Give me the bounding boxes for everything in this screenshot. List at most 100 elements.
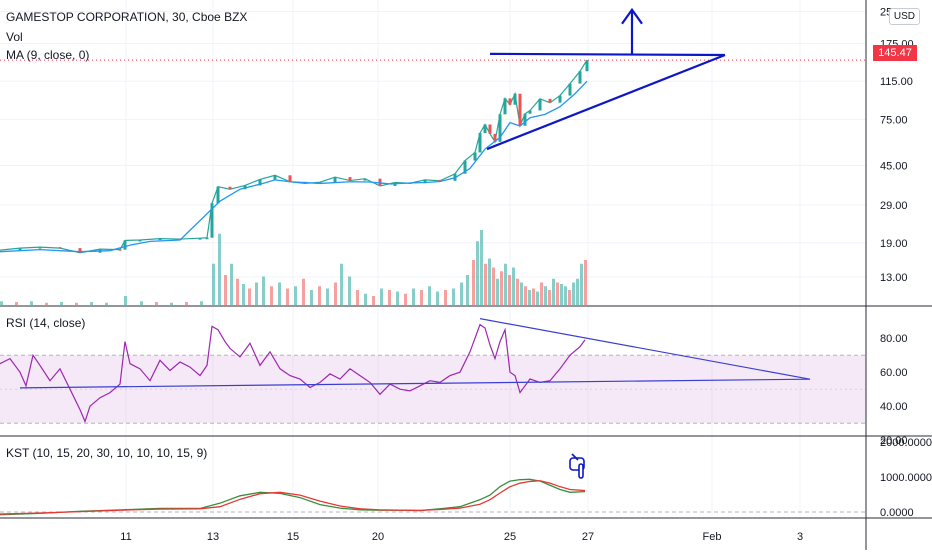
volume-bar	[524, 286, 527, 305]
price-axis-tick-label: 13.00	[880, 272, 908, 284]
rsi-axis-tick-label: 40.00	[880, 401, 908, 413]
price-candle	[198, 238, 202, 240]
volume-bar	[278, 282, 281, 305]
price-axis-tick-label: 115.00	[880, 76, 913, 88]
volume-bar	[262, 276, 265, 305]
volume-bar	[340, 263, 343, 305]
volume-bar	[224, 275, 227, 305]
price-candle	[58, 247, 62, 249]
price-candle	[518, 93, 522, 126]
price-candle	[363, 178, 367, 181]
price-candle	[578, 71, 582, 84]
kst-line-signal	[0, 480, 586, 515]
volume-bar	[90, 302, 93, 305]
volume-bar	[218, 233, 221, 305]
price-axis-tick-label: 45.00	[880, 160, 908, 172]
volume-bar	[286, 288, 289, 305]
kst-axis-tick-label: 0.0000	[880, 507, 914, 519]
currency-selector[interactable]: USD	[888, 8, 920, 25]
volume-bar	[476, 241, 479, 305]
price-candle	[78, 248, 82, 253]
ma-legend: MA (9, close, 0)	[6, 48, 90, 62]
volume-bar	[30, 301, 33, 305]
volume-bar	[472, 260, 475, 305]
volume-bar	[444, 290, 447, 305]
rsi-axis-tick-label: 20.00	[880, 435, 908, 447]
volume-bar	[356, 290, 359, 305]
rsi-trendline-lower	[19, 378, 811, 389]
trendline-resistance	[489, 52, 726, 57]
price-candle	[463, 160, 467, 174]
volume-bar	[248, 288, 251, 305]
volume-bar	[580, 263, 583, 305]
volume-bar	[310, 290, 313, 305]
volume-bar	[572, 282, 575, 305]
price-axis-tick-label: 19.00	[880, 238, 908, 250]
volume-bar	[60, 302, 63, 305]
price-candle	[508, 98, 512, 105]
volume-bar	[75, 302, 78, 305]
price-candle	[378, 178, 382, 186]
volume-bar	[380, 288, 383, 305]
price-candle	[568, 83, 572, 96]
last-price-label: 145.47	[873, 45, 917, 61]
price-candle	[158, 238, 162, 241]
pointing-hand-icon	[569, 453, 585, 479]
kst-axis-tick-label: 1000.0000	[880, 472, 932, 484]
x-axis-tick-label: 27	[582, 531, 594, 543]
price-candle	[498, 114, 502, 142]
volume-bar	[548, 290, 551, 305]
x-axis-tick-label: 15	[287, 531, 299, 543]
volume-bar	[185, 302, 188, 305]
volume-bar	[564, 286, 567, 305]
price-candle	[488, 124, 492, 134]
volume-bar	[532, 288, 535, 305]
price-candle	[478, 133, 482, 153]
volume-bar	[255, 282, 258, 305]
volume-bar	[388, 290, 391, 305]
volume-bar	[364, 293, 367, 305]
volume-bar	[140, 301, 143, 305]
price-candle	[348, 177, 352, 181]
price-candle	[483, 124, 487, 134]
price-candle	[438, 179, 442, 182]
volume-bar	[568, 290, 571, 305]
volume-bar	[270, 286, 273, 305]
x-axis-tick-label: 25	[504, 531, 516, 543]
volume-bar	[348, 276, 351, 305]
kst-legend: KST (10, 15, 20, 30, 10, 10, 10, 15, 9)	[6, 446, 208, 460]
rsi-trendline-upper	[479, 318, 811, 380]
price-candle	[273, 175, 277, 180]
volume-bar	[212, 263, 215, 305]
price-candle	[548, 98, 552, 103]
volume-bar	[508, 275, 511, 305]
rsi-axis-tick-label: 80.00	[880, 333, 908, 345]
volume-bar	[560, 284, 563, 305]
rsi-legend: RSI (14, close)	[6, 316, 86, 330]
volume-bar	[124, 296, 127, 305]
volume-bar	[520, 282, 523, 305]
volume-bar	[512, 267, 515, 305]
rsi-line	[0, 323, 586, 424]
price-candle	[493, 133, 497, 142]
volume-bar	[452, 288, 455, 305]
volume-bar	[155, 302, 158, 305]
x-axis-tick-label: 11	[120, 531, 131, 543]
price-candle	[513, 93, 517, 105]
price-candle	[228, 186, 232, 190]
price-axis-tick-label: 29.00	[880, 200, 908, 212]
volume-bar	[420, 290, 423, 305]
price-candle	[18, 248, 22, 251]
price-candle	[585, 60, 589, 72]
trendline-rising-support	[486, 53, 726, 151]
price-candle	[423, 179, 427, 184]
price-candle	[123, 240, 127, 250]
volume-bar	[516, 278, 519, 305]
volume-bar	[294, 286, 297, 305]
volume-bar	[488, 258, 491, 305]
volume-bar	[492, 267, 495, 305]
volume-bar	[318, 286, 321, 305]
price-candle	[523, 113, 527, 126]
volume-bar	[0, 301, 3, 305]
